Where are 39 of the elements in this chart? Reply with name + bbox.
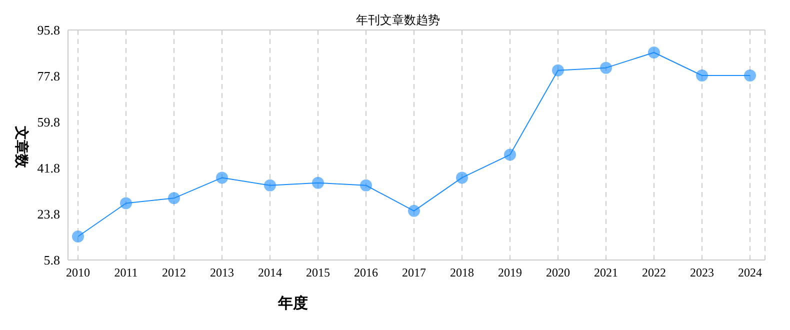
point — [408, 204, 420, 217]
y-tick-label: 95.8 — [37, 22, 60, 38]
point — [552, 64, 564, 76]
y-tick-label: 77.8 — [37, 68, 60, 84]
x-tick-label: 2015 — [306, 266, 330, 280]
x-tick-label: 2024 — [738, 266, 762, 280]
y-tick-label: 41.8 — [37, 160, 60, 176]
point — [360, 179, 372, 192]
x-tick-label: 2022 — [642, 266, 666, 280]
point — [600, 62, 612, 74]
y-tick-label: 5.8 — [44, 252, 60, 268]
point — [168, 192, 180, 204]
point — [648, 46, 660, 58]
x-tick-label: 2018 — [450, 266, 474, 280]
x-tick-label: 2023 — [690, 266, 714, 280]
point — [216, 172, 228, 184]
x-tick-label: 2011 — [114, 266, 138, 280]
point — [120, 197, 132, 210]
y-tick-label: 23.8 — [37, 206, 60, 222]
x-axis-title: 年度 — [278, 294, 308, 313]
x-tick-label: 2019 — [498, 266, 522, 280]
x-tick-label: 2012 — [162, 266, 186, 280]
point — [72, 230, 84, 242]
point — [696, 69, 708, 82]
x-tick-label: 2010 — [66, 266, 90, 280]
point — [456, 172, 468, 184]
x-tick-label: 2013 — [210, 266, 234, 280]
point — [504, 148, 516, 161]
x-tick-label: 2014 — [258, 266, 282, 280]
point — [264, 179, 276, 192]
chart-title: 年刊文章数趋势 — [356, 13, 440, 27]
x-tick-label: 2017 — [402, 266, 426, 280]
y-axis-title: 文章数 — [12, 126, 30, 168]
x-tick-label: 2021 — [594, 266, 618, 280]
point — [744, 69, 756, 82]
y-tick-label: 59.8 — [37, 114, 60, 130]
x-tick-label: 2020 — [546, 266, 570, 280]
point — [312, 176, 324, 189]
x-tick-label: 2016 — [354, 266, 378, 280]
